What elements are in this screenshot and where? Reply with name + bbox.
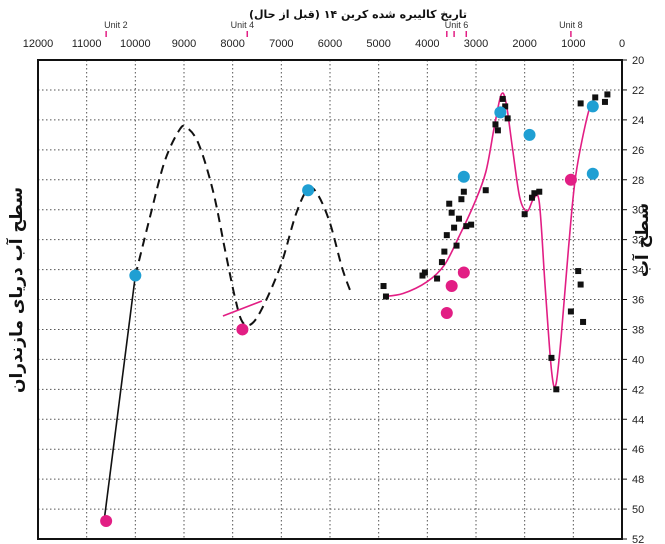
square-point	[499, 95, 506, 102]
y-tick-label: 46	[632, 444, 644, 456]
circle-point	[457, 170, 470, 183]
solid-trend-curve	[102, 275, 137, 525]
square-point	[455, 215, 462, 222]
square-point	[504, 115, 511, 122]
square-point	[492, 121, 499, 128]
unit-labels: Unit 2 Unit 4 Unit 6 Unit 8	[104, 20, 583, 30]
square-point	[434, 275, 441, 282]
y-tick-label: 40	[632, 354, 644, 366]
circle-point	[494, 106, 507, 119]
y-tick-label: 52	[632, 534, 644, 544]
square-point	[380, 283, 387, 290]
chart-title: تاریخ کالیبره شده کربن ۱۴ (قبل از حال)	[249, 8, 467, 21]
x-tick-label: 12000	[23, 38, 54, 50]
square-point	[458, 196, 465, 203]
square-point	[567, 308, 574, 315]
y-tick-label: 32	[632, 235, 644, 247]
y-tick-label: 44	[632, 414, 644, 426]
square-point	[460, 188, 467, 195]
square-point	[528, 194, 535, 201]
circle-point	[236, 323, 249, 336]
square-point	[448, 209, 455, 216]
unit-markers	[105, 31, 572, 37]
circle-point	[586, 167, 599, 180]
square-point	[580, 318, 587, 325]
data-points	[100, 91, 611, 528]
square-point	[548, 354, 555, 361]
y-tick-label: 26	[632, 145, 644, 157]
x-tick-label: 4000	[415, 38, 439, 50]
square-point	[438, 259, 445, 266]
square-point	[577, 281, 584, 288]
solid-trend-curve	[383, 92, 594, 388]
x-tick-label: 8000	[220, 38, 244, 50]
y-tick-label: 38	[632, 324, 644, 336]
circle-point	[440, 306, 453, 319]
y-tick-label: 36	[632, 295, 644, 307]
circle-point	[302, 184, 315, 197]
square-point	[553, 386, 560, 393]
square-point	[494, 127, 501, 134]
square-point	[482, 187, 489, 194]
x-tick-label: 6000	[318, 38, 342, 50]
y-tick-label: 50	[632, 504, 644, 516]
square-point	[577, 100, 584, 107]
circle-point	[523, 128, 536, 141]
dashed-trend-curve	[134, 124, 353, 327]
square-point	[604, 91, 611, 98]
square-point	[441, 248, 448, 255]
square-point	[468, 221, 475, 228]
x-tick-label: 2000	[512, 38, 536, 50]
y-tick-label: 34	[632, 265, 644, 277]
solid-trend-curve	[222, 300, 263, 317]
unit-label: Unit 2	[104, 20, 128, 30]
y-axis-label-right: سطح آب	[631, 203, 653, 277]
square-point	[463, 223, 470, 230]
x-tick-label: 0	[619, 38, 625, 50]
circle-point	[586, 100, 599, 113]
square-point	[536, 188, 543, 195]
y-tick-label: 28	[632, 175, 644, 187]
x-tick-label: 3000	[464, 38, 488, 50]
y-axis-ticks: 20 22 24 26 28 30 32 34 36 38 40 42 44 46 48 50 52	[622, 55, 644, 544]
square-point	[421, 269, 428, 276]
circle-point	[445, 280, 458, 293]
y-axis-label: سطح آب دریای مازندران	[5, 187, 27, 393]
y-tick-label: 30	[632, 205, 644, 217]
circle-point	[457, 266, 470, 279]
unit-label: Unit 6	[445, 20, 469, 30]
y-tick-label: 22	[632, 85, 644, 97]
x-tick-label: 10000	[120, 38, 151, 50]
x-tick-label: 7000	[269, 38, 293, 50]
square-point	[451, 224, 458, 231]
square-point	[453, 242, 460, 249]
square-point	[446, 200, 453, 207]
x-tick-label: 5000	[366, 38, 390, 50]
y-tick-label: 42	[632, 384, 644, 396]
square-point	[601, 98, 608, 105]
y-tick-label: 48	[632, 474, 644, 486]
square-point	[382, 293, 389, 300]
x-axis-ticks: 12000 11000 10000 9000 8000 7000 6000 5000 4000 3…	[23, 38, 625, 50]
square-point	[521, 211, 528, 218]
square-point	[575, 268, 582, 275]
square-point	[443, 232, 450, 239]
circle-point	[100, 515, 113, 528]
trend-curves	[102, 92, 594, 525]
circle-point	[564, 173, 577, 186]
x-tick-label: 1000	[561, 38, 585, 50]
x-tick-label: 9000	[172, 38, 196, 50]
y-tick-label: 24	[632, 115, 644, 127]
square-point	[592, 94, 599, 101]
circle-point	[129, 269, 142, 282]
square-point	[502, 103, 509, 110]
square-point	[531, 190, 538, 197]
unit-label: Unit 4	[231, 20, 255, 30]
y-tick-label: 20	[632, 55, 644, 67]
unit-label: Unit 8	[559, 20, 583, 30]
x-tick-label: 11000	[72, 38, 102, 50]
plot-area-frame	[37, 59, 623, 540]
